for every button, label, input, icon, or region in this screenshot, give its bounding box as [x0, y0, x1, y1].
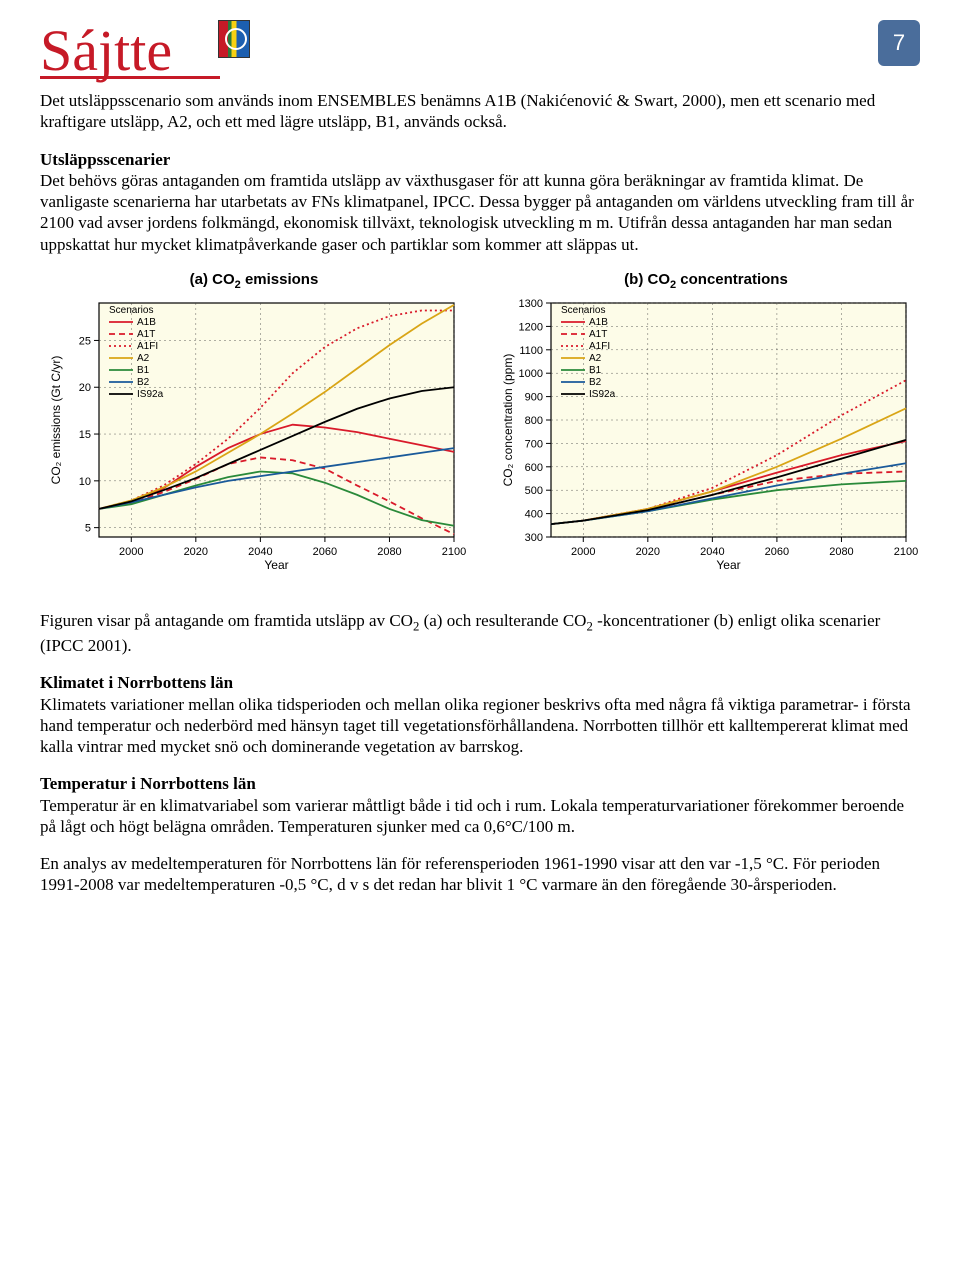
section-climate-norrbotten: Klimatet i Norrbottens län Klimatets var… — [40, 672, 920, 757]
svg-text:CO₂ emissions (Gt C/yr): CO₂ emissions (Gt C/yr) — [49, 355, 63, 484]
svg-text:800: 800 — [525, 415, 543, 427]
logo-text: Sájtte — [40, 22, 172, 80]
svg-text:5: 5 — [85, 522, 91, 534]
svg-text:25: 25 — [79, 335, 91, 347]
document-page: Sájtte 7 Det utsläppsscenario som använd… — [0, 0, 960, 952]
svg-text:A1T: A1T — [137, 329, 155, 340]
chart-b-concentrations: (b) CO2 concentrations 300 400 500 600 700 80… — [492, 271, 920, 580]
svg-text:2040: 2040 — [248, 546, 272, 558]
chart-b-svg: 300 400 500 600 700 800 900 1000 1100 1200 1300 200… — [492, 295, 920, 575]
svg-text:A1FI: A1FI — [589, 341, 610, 352]
section-body: Det behövs göras antaganden om framtida … — [40, 171, 914, 254]
chart-a-emissions: (a) CO2 emissions 5 10 15 20 25 2000 2020 2040 2… — [40, 271, 468, 580]
page-number-badge: 7 — [878, 20, 920, 66]
svg-text:B2: B2 — [137, 377, 150, 388]
svg-text:A2: A2 — [589, 353, 602, 364]
chart-a-title: (a) CO2 emissions — [40, 271, 468, 291]
svg-text:300: 300 — [525, 532, 543, 544]
svg-text:B1: B1 — [137, 365, 150, 376]
section-title: Utsläppsscenarier — [40, 150, 170, 169]
svg-text:2060: 2060 — [313, 546, 337, 558]
section-emission-scenarios: Utsläppsscenarier Det behövs göras antag… — [40, 149, 920, 255]
svg-text:2060: 2060 — [765, 546, 789, 558]
svg-text:1000: 1000 — [519, 368, 543, 380]
section-title: Klimatet i Norrbottens län — [40, 673, 233, 692]
svg-text:Year: Year — [716, 558, 740, 572]
svg-text:20: 20 — [79, 382, 91, 394]
svg-text:A2: A2 — [137, 353, 150, 364]
svg-text:2000: 2000 — [571, 546, 595, 558]
svg-text:2080: 2080 — [829, 546, 853, 558]
svg-text:2040: 2040 — [700, 546, 724, 558]
sami-flag-icon — [218, 20, 250, 58]
svg-text:500: 500 — [525, 485, 543, 497]
section-title: Temperatur i Norrbottens län — [40, 774, 256, 793]
svg-text:B2: B2 — [589, 377, 602, 388]
svg-text:Year: Year — [264, 558, 288, 572]
section-body: Klimatets variationer mellan olika tidsp… — [40, 695, 911, 757]
charts-row: (a) CO2 emissions 5 10 15 20 25 2000 2020 2040 2… — [40, 271, 920, 580]
svg-text:CO₂ concentration (ppm): CO₂ concentration (ppm) — [501, 353, 515, 486]
section-body: Temperatur är en klimatvariabel som vari… — [40, 796, 904, 836]
svg-text:IS92a: IS92a — [589, 389, 616, 400]
svg-text:2100: 2100 — [894, 546, 918, 558]
svg-text:A1B: A1B — [589, 317, 608, 328]
svg-text:Scenarios: Scenarios — [109, 305, 153, 316]
svg-text:10: 10 — [79, 476, 91, 488]
svg-text:15: 15 — [79, 429, 91, 441]
svg-text:A1B: A1B — [137, 317, 156, 328]
temperature-analysis-paragraph: En analys av medeltemperaturen för Norrb… — [40, 853, 920, 896]
chart-a-svg: 5 10 15 20 25 2000 2020 2040 2060 2080 2100 Year CO₂… — [40, 295, 468, 575]
section-temperature-norrbotten: Temperatur i Norrbottens län Temperatur … — [40, 773, 920, 837]
svg-text:1300: 1300 — [519, 298, 543, 310]
page-header: Sájtte 7 — [40, 20, 920, 90]
svg-text:900: 900 — [525, 391, 543, 403]
svg-text:2020: 2020 — [184, 546, 208, 558]
svg-text:600: 600 — [525, 462, 543, 474]
svg-text:IS92a: IS92a — [137, 389, 164, 400]
svg-text:400: 400 — [525, 508, 543, 520]
sajtte-logo: Sájtte — [40, 20, 250, 90]
svg-text:700: 700 — [525, 438, 543, 450]
svg-text:2100: 2100 — [442, 546, 466, 558]
intro-paragraph: Det utsläppsscenario som används inom EN… — [40, 90, 920, 133]
svg-text:Scenarios: Scenarios — [561, 305, 605, 316]
logo-underline — [40, 76, 220, 79]
svg-text:A1FI: A1FI — [137, 341, 158, 352]
svg-text:2000: 2000 — [119, 546, 143, 558]
svg-text:1100: 1100 — [519, 345, 543, 357]
svg-text:A1T: A1T — [589, 329, 607, 340]
svg-text:2080: 2080 — [377, 546, 401, 558]
svg-text:2020: 2020 — [636, 546, 660, 558]
svg-text:B1: B1 — [589, 365, 602, 376]
chart-b-title: (b) CO2 concentrations — [492, 271, 920, 291]
figure-caption: Figuren visar på antagande om framtida u… — [40, 610, 920, 657]
svg-text:1200: 1200 — [519, 321, 543, 333]
